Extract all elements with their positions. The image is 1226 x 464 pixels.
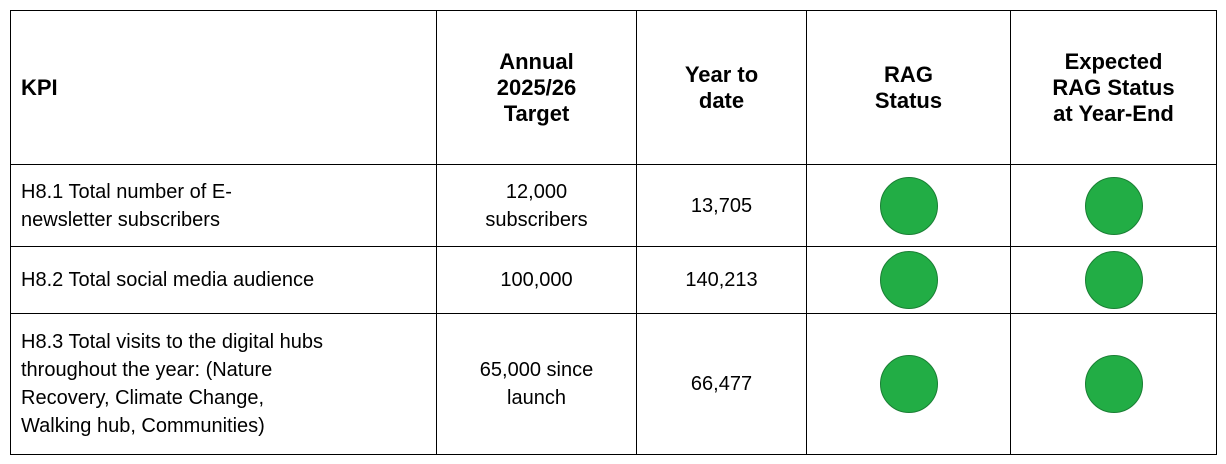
header-cell: Year to date <box>636 10 807 165</box>
expected-rag-cell <box>1010 164 1217 247</box>
cell-text: 100,000 <box>500 269 573 291</box>
ytd-cell: 13,705 <box>636 164 807 247</box>
header-cell: Expected RAG Status at Year-End <box>1010 10 1217 165</box>
header-cell: RAG Status <box>806 10 1011 165</box>
cell-text: RAG Status <box>1052 74 1175 100</box>
cell-text: date <box>698 87 745 113</box>
status-dot <box>879 355 938 413</box>
cell-text: 12,000 <box>505 180 568 203</box>
cell-text: H8.3 Total visits to the digital hubs <box>21 331 324 353</box>
target-cell: 100,000 <box>436 246 637 314</box>
cell-text: 66,477 <box>690 373 753 395</box>
kpi-row: H8.3 Total visits to the digital hubs thr… <box>10 313 1217 455</box>
status-dot <box>879 251 938 309</box>
kpi-table-wrapper: KPI Annual 2025/26 Target Year to date RAG Stat… <box>10 10 1217 455</box>
cell-text: RAG <box>884 61 933 87</box>
rag-cell <box>806 164 1011 247</box>
cell-text: 140,213 <box>685 269 758 291</box>
cell-text: H8.1 Total number of E- <box>21 180 232 203</box>
cell-text: subscribers <box>485 208 588 231</box>
ytd-cell: 140,213 <box>636 246 807 314</box>
target-cell: 12,000 subscribers <box>436 164 637 247</box>
cell-text: Expected <box>1064 48 1163 74</box>
cell-text: throughout the year: (Nature <box>21 359 273 381</box>
cell-text: Year to <box>684 61 759 87</box>
expected-rag-cell <box>1010 313 1217 455</box>
cell-text: Status <box>874 87 943 113</box>
status-dot <box>1084 176 1143 235</box>
cell-text: H8.2 Total social media audience <box>21 269 315 291</box>
rag-cell <box>806 246 1011 314</box>
cell-text: 2025/26 <box>496 74 577 100</box>
header-cell: KPI <box>10 10 437 165</box>
kpi-cell: H8.1 Total number of E-newsletter subscr… <box>10 164 437 247</box>
target-cell: 65,000 since launch <box>436 313 637 455</box>
status-dot <box>1084 355 1143 413</box>
status-dot <box>1084 251 1143 309</box>
cell-text: 65,000 since <box>479 359 594 381</box>
header-cell: Annual 2025/26 Target <box>436 10 637 165</box>
kpi-row: H8.1 Total number of E-newsletter subscr… <box>10 164 1217 247</box>
cell-text: at Year-End <box>1053 100 1174 126</box>
expected-rag-cell <box>1010 246 1217 314</box>
rag-cell <box>806 313 1011 455</box>
status-dot <box>879 176 938 235</box>
cell-text: Recovery, Climate Change, <box>21 387 265 409</box>
header-row: KPI Annual 2025/26 Target Year to date RAG Stat… <box>10 10 1217 165</box>
cell-text: KPI <box>21 74 58 100</box>
kpi-cell: H8.2 Total social media audience <box>10 246 437 314</box>
cell-text: Annual <box>499 48 574 74</box>
cell-text: launch <box>507 387 566 409</box>
kpi-row: H8.2 Total social media audience 100,000 1… <box>10 246 1217 314</box>
kpi-cell: H8.3 Total visits to the digital hubs thr… <box>10 313 437 455</box>
cell-text: Walking hub, Communities) <box>21 415 265 437</box>
kpi-table: KPI Annual 2025/26 Target Year to date RAG Stat… <box>10 10 1217 455</box>
ytd-cell: 66,477 <box>636 313 807 455</box>
cell-text: Target <box>503 100 570 126</box>
cell-text: newsletter subscribers <box>21 208 220 231</box>
cell-text: 13,705 <box>690 194 753 217</box>
